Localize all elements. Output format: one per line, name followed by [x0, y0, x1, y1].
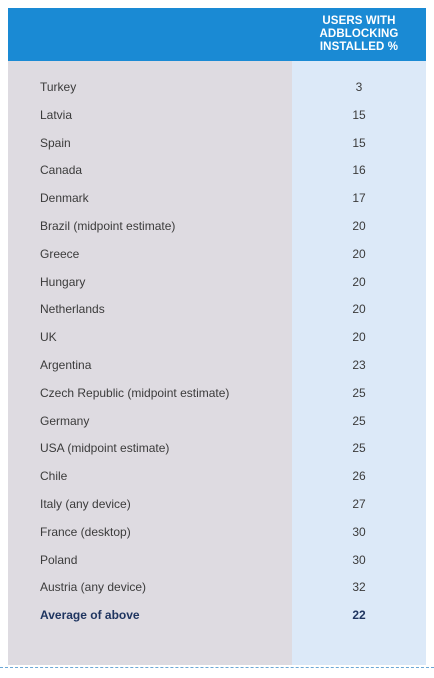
table-row: Spain 15 — [8, 129, 426, 157]
table-row: Chile 26 — [8, 462, 426, 490]
row-country-label: Czech Republic (midpoint estimate) — [40, 385, 230, 400]
row-country-label: Turkey — [40, 80, 77, 94]
row-country-label: Denmark — [40, 191, 89, 206]
row-country-label: Spain — [40, 135, 71, 150]
table-row: Turkey 3 — [8, 73, 426, 101]
row-value: 20 — [352, 330, 366, 345]
row-value: 20 — [352, 274, 366, 289]
row-country-label: Canada — [40, 163, 83, 178]
row-value: 32 — [352, 580, 366, 595]
row-country-label: France (desktop) — [40, 524, 131, 539]
row-country-label: Argentina — [40, 357, 92, 372]
average-value: 22 — [352, 608, 366, 623]
table-row: Greece 20 — [8, 240, 426, 268]
row-country-label: Chile — [40, 469, 68, 484]
table-rows: Turkey 3 Latvia 15 Spain 15 Canada 16 Denmark 17 B… — [8, 61, 426, 629]
row-value: 23 — [352, 357, 366, 372]
table-row: Latvia 15 — [8, 101, 426, 129]
row-value: 27 — [352, 496, 366, 511]
row-value: 30 — [352, 524, 366, 539]
table-row: Italy (any device) 27 — [8, 490, 426, 518]
table-row: USA (midpoint estimate) 25 — [8, 434, 426, 462]
table-row: Netherlands 20 — [8, 295, 426, 323]
row-value: 20 — [352, 302, 366, 317]
row-country-label: Netherlands — [40, 302, 105, 317]
row-country-label: Latvia — [40, 107, 73, 122]
row-country-label: Germany — [40, 413, 90, 428]
row-value: 25 — [352, 441, 366, 456]
row-value: 16 — [352, 163, 366, 178]
column-header-line-1: USERS WITH — [322, 15, 396, 27]
table-row: UK 20 — [8, 323, 426, 351]
row-country-label: Italy (any device) — [40, 496, 131, 511]
row-value: 25 — [352, 413, 366, 428]
value-column-bg — [292, 61, 426, 665]
table-row: France (desktop) 30 — [8, 518, 426, 546]
table-row: Czech Republic (midpoint estimate) 25 — [8, 379, 426, 407]
row-country-label: Hungary — [40, 274, 86, 289]
row-value: 30 — [352, 552, 366, 567]
row-country-label: Poland — [40, 552, 78, 567]
average-row: Average of above 22 — [8, 601, 426, 629]
row-value: 3 — [355, 80, 363, 94]
table-row: Germany 25 — [8, 407, 426, 435]
row-value: 20 — [352, 246, 366, 261]
row-country-label: UK — [40, 330, 57, 345]
column-header-line-2: ADBLOCKING — [319, 28, 399, 40]
row-value: 15 — [352, 107, 366, 122]
row-country-label: Austria (any device) — [40, 580, 147, 595]
row-value: 20 — [352, 218, 366, 233]
row-value: 17 — [352, 191, 366, 206]
row-country-label: USA (midpoint estimate) — [40, 441, 170, 456]
table-row: Austria (any device) 32 — [8, 573, 426, 601]
dotted-divider — [0, 667, 434, 668]
table-row: Argentina 23 — [8, 351, 426, 379]
row-value: 15 — [352, 135, 366, 150]
table-row: Hungary 20 — [8, 268, 426, 296]
country-column-bg — [8, 61, 292, 665]
table-row: Canada 16 — [8, 156, 426, 184]
table-row: Poland 30 — [8, 546, 426, 574]
table-header: USERS WITH ADBLOCKING INSTALLED % — [8, 8, 426, 61]
column-header-line-3: INSTALLED % — [319, 41, 399, 53]
average-label: Average of above — [40, 608, 140, 623]
row-value: 26 — [352, 469, 366, 484]
row-country-label: Greece — [40, 246, 80, 261]
table-row: Denmark 17 — [8, 184, 426, 212]
table-row: Brazil (midpoint estimate) 20 — [8, 212, 426, 240]
row-country-label: Brazil (midpoint estimate) — [40, 218, 176, 233]
row-value: 25 — [352, 385, 366, 400]
column-header-label: USERS WITH ADBLOCKING INSTALLED % — [292, 15, 426, 54]
adblocking-table: USERS WITH ADBLOCKING INSTALLED % Turkey… — [8, 8, 426, 665]
